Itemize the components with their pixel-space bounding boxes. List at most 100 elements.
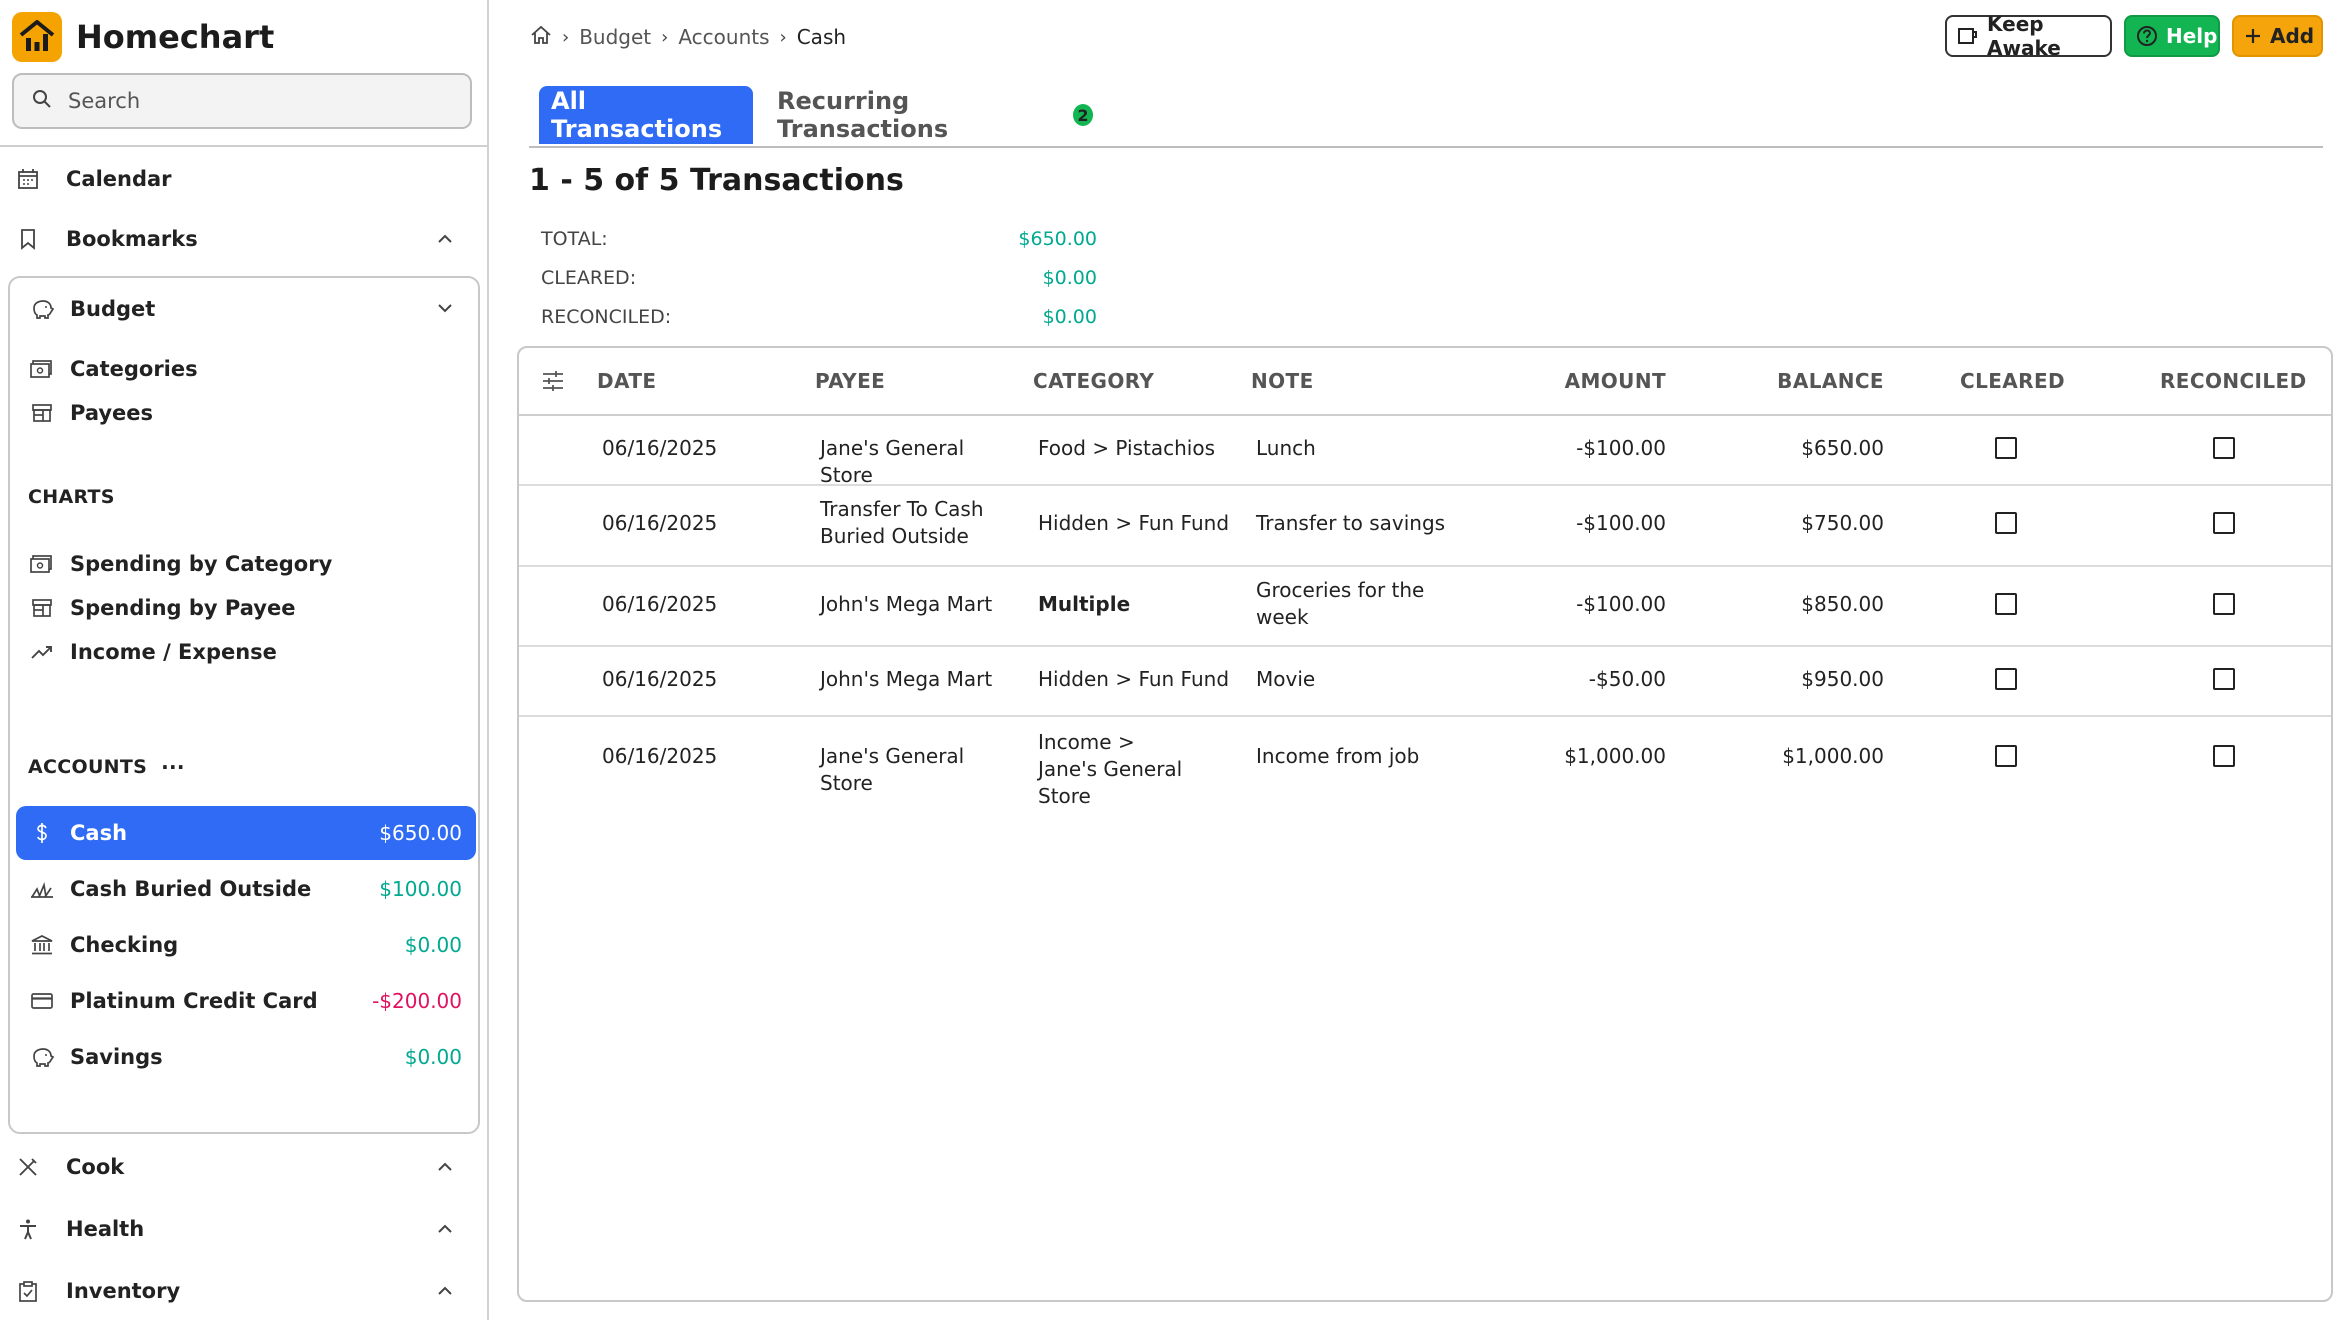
sidebar-item-label: Health [66, 1217, 145, 1241]
table-row[interactable]: 06/16/2025 John's Mega Mart Multiple Gro… [519, 565, 2331, 647]
column-header-balance[interactable]: BALANCE [1777, 369, 1884, 393]
reconciled-checkbox[interactable] [2213, 668, 2235, 690]
help-label: Help [2166, 24, 2218, 48]
chevron-up-icon[interactable] [436, 1219, 454, 1243]
sidebar-item-payees[interactable]: Payees [28, 388, 468, 438]
coffee-cup-icon [1957, 26, 1979, 46]
charts-section-label: CHARTS [28, 486, 115, 508]
sidebar-item-budget[interactable]: Budget [28, 284, 468, 334]
cell-payee: John's Mega Mart [820, 667, 993, 691]
transactions-table: DATE PAYEE CATEGORY NOTE AMOUNT BALANCE … [517, 346, 2333, 1302]
help-circle-icon [2136, 25, 2158, 47]
tab-all-transactions[interactable]: All Transactions [539, 86, 753, 144]
sidebar-item-bookmarks[interactable]: Bookmarks [14, 214, 474, 264]
table-row[interactable]: 06/16/2025 John's Mega Mart Hidden > Fun… [519, 645, 2331, 717]
page-title: 1 - 5 of 5 Transactions [529, 163, 904, 198]
breadcrumb-budget[interactable]: Budget [579, 25, 652, 49]
sidebar-item-spending-by-category[interactable]: Spending by Category [28, 539, 468, 589]
table-row[interactable]: 06/16/2025 Jane's General Store Income >… [519, 715, 2331, 808]
column-header-category[interactable]: CATEGORY [1033, 369, 1155, 393]
categories-icon [28, 550, 56, 578]
sidebar-item-categories[interactable]: Categories [28, 344, 468, 394]
sidebar-item-cook[interactable]: Cook [14, 1142, 474, 1192]
cell-note: Income from job [1256, 744, 1420, 768]
keep-awake-button[interactable]: Keep Awake [1945, 12, 2112, 60]
column-settings-icon[interactable] [541, 370, 565, 396]
sidebar-item-label: Categories [70, 357, 198, 381]
person-icon [14, 1215, 42, 1243]
sidebar-item-health[interactable]: Health [14, 1204, 474, 1254]
column-header-cleared[interactable]: CLEARED [1960, 369, 2066, 393]
account-item-platinum-credit-card[interactable]: Platinum Credit Card -$200.00 [16, 974, 476, 1028]
cell-amount: -$50.00 [1588, 667, 1666, 691]
account-balance: $650.00 [379, 821, 462, 845]
chevron-up-icon[interactable] [436, 1157, 454, 1181]
add-button[interactable]: Add [2232, 15, 2323, 57]
sidebar-item-inventory[interactable]: Inventory [14, 1266, 474, 1316]
chevron-up-icon[interactable] [436, 229, 454, 253]
trending-up-icon [28, 638, 56, 666]
budget-section: Budget Categories Payees CHARTS [8, 276, 480, 1134]
bookmark-icon [14, 225, 42, 253]
cell-note: Movie [1256, 667, 1316, 691]
cleared-checkbox[interactable] [1995, 668, 2017, 690]
column-header-date[interactable]: DATE [597, 369, 657, 393]
cell-date: 06/16/2025 [602, 744, 718, 768]
column-header-note[interactable]: NOTE [1251, 369, 1314, 393]
account-item-checking[interactable]: Checking $0.00 [16, 918, 476, 972]
cell-payee: John's Mega Mart [820, 592, 993, 616]
home-icon[interactable] [530, 24, 552, 51]
store-icon [28, 594, 56, 622]
cleared-checkbox[interactable] [1995, 593, 2017, 615]
cell-note: Transfer to savings [1256, 511, 1446, 535]
account-balance: $0.00 [404, 1045, 462, 1069]
search-input[interactable] [66, 88, 450, 114]
chevron-down-icon[interactable] [436, 298, 454, 322]
chevron-right-icon: › [661, 26, 669, 48]
column-header-reconciled[interactable]: RECONCILED [2160, 369, 2307, 393]
help-button[interactable]: Help [2124, 15, 2220, 57]
search-box[interactable] [12, 73, 472, 129]
cell-category: Food > Pistachios [1038, 436, 1216, 460]
column-header-amount[interactable]: AMOUNT [1564, 369, 1666, 393]
reconciled-checkbox[interactable] [2213, 437, 2235, 459]
store-icon [28, 399, 56, 427]
column-header-payee[interactable]: PAYEE [815, 369, 886, 393]
sidebar-item-calendar[interactable]: Calendar [14, 154, 474, 204]
account-name: Checking [70, 933, 179, 957]
cell-date: 06/16/2025 [602, 592, 718, 616]
total-value: $650.00 [1018, 228, 1097, 250]
reconciled-checkbox[interactable] [2213, 745, 2235, 767]
cell-category: Hidden > Fun Fund [1038, 511, 1230, 535]
table-row[interactable]: 06/16/2025 Jane's General Store Food > P… [519, 414, 2331, 487]
cleared-checkbox[interactable] [1995, 437, 2017, 459]
cleared-checkbox[interactable] [1995, 512, 2017, 534]
reconciled-value: $0.00 [1042, 306, 1097, 328]
piggy-bank-icon [28, 1043, 56, 1071]
account-item-savings[interactable]: Savings $0.00 [16, 1030, 476, 1084]
cell-balance: $1,000.00 [1782, 744, 1884, 768]
breadcrumb-accounts[interactable]: Accounts [678, 25, 770, 49]
reconciled-checkbox[interactable] [2213, 593, 2235, 615]
cleared-checkbox[interactable] [1995, 745, 2017, 767]
account-item-cash[interactable]: Cash $650.00 [16, 806, 476, 860]
account-name: Cash Buried Outside [70, 877, 312, 901]
cell-amount: -$100.00 [1576, 592, 1666, 616]
credit-card-icon [28, 987, 56, 1015]
more-icon[interactable]: ··· [161, 755, 185, 779]
breadcrumb-current: Cash [796, 25, 847, 49]
reconciled-checkbox[interactable] [2213, 512, 2235, 534]
tab-recurring-transactions[interactable]: Recurring Transactions 2 [765, 86, 1105, 144]
cell-payee: Transfer To Cash Buried Outside [820, 497, 984, 548]
clipboard-icon [14, 1277, 42, 1305]
sidebar-item-income-expense[interactable]: Income / Expense [28, 627, 468, 677]
table-row[interactable]: 06/16/2025 Transfer To Cash Buried Outsi… [519, 484, 2331, 567]
app-logo-row[interactable]: Homechart [12, 12, 274, 62]
total-label: TOTAL: [541, 228, 608, 250]
sidebar-item-spending-by-payee[interactable]: Spending by Payee [28, 583, 468, 633]
account-item-cash-buried-outside[interactable]: Cash Buried Outside $100.00 [16, 862, 476, 916]
cell-date: 06/16/2025 [602, 436, 718, 460]
sidebar-item-label: Spending by Payee [70, 596, 296, 620]
search-icon [32, 89, 52, 113]
chevron-up-icon[interactable] [436, 1281, 454, 1305]
